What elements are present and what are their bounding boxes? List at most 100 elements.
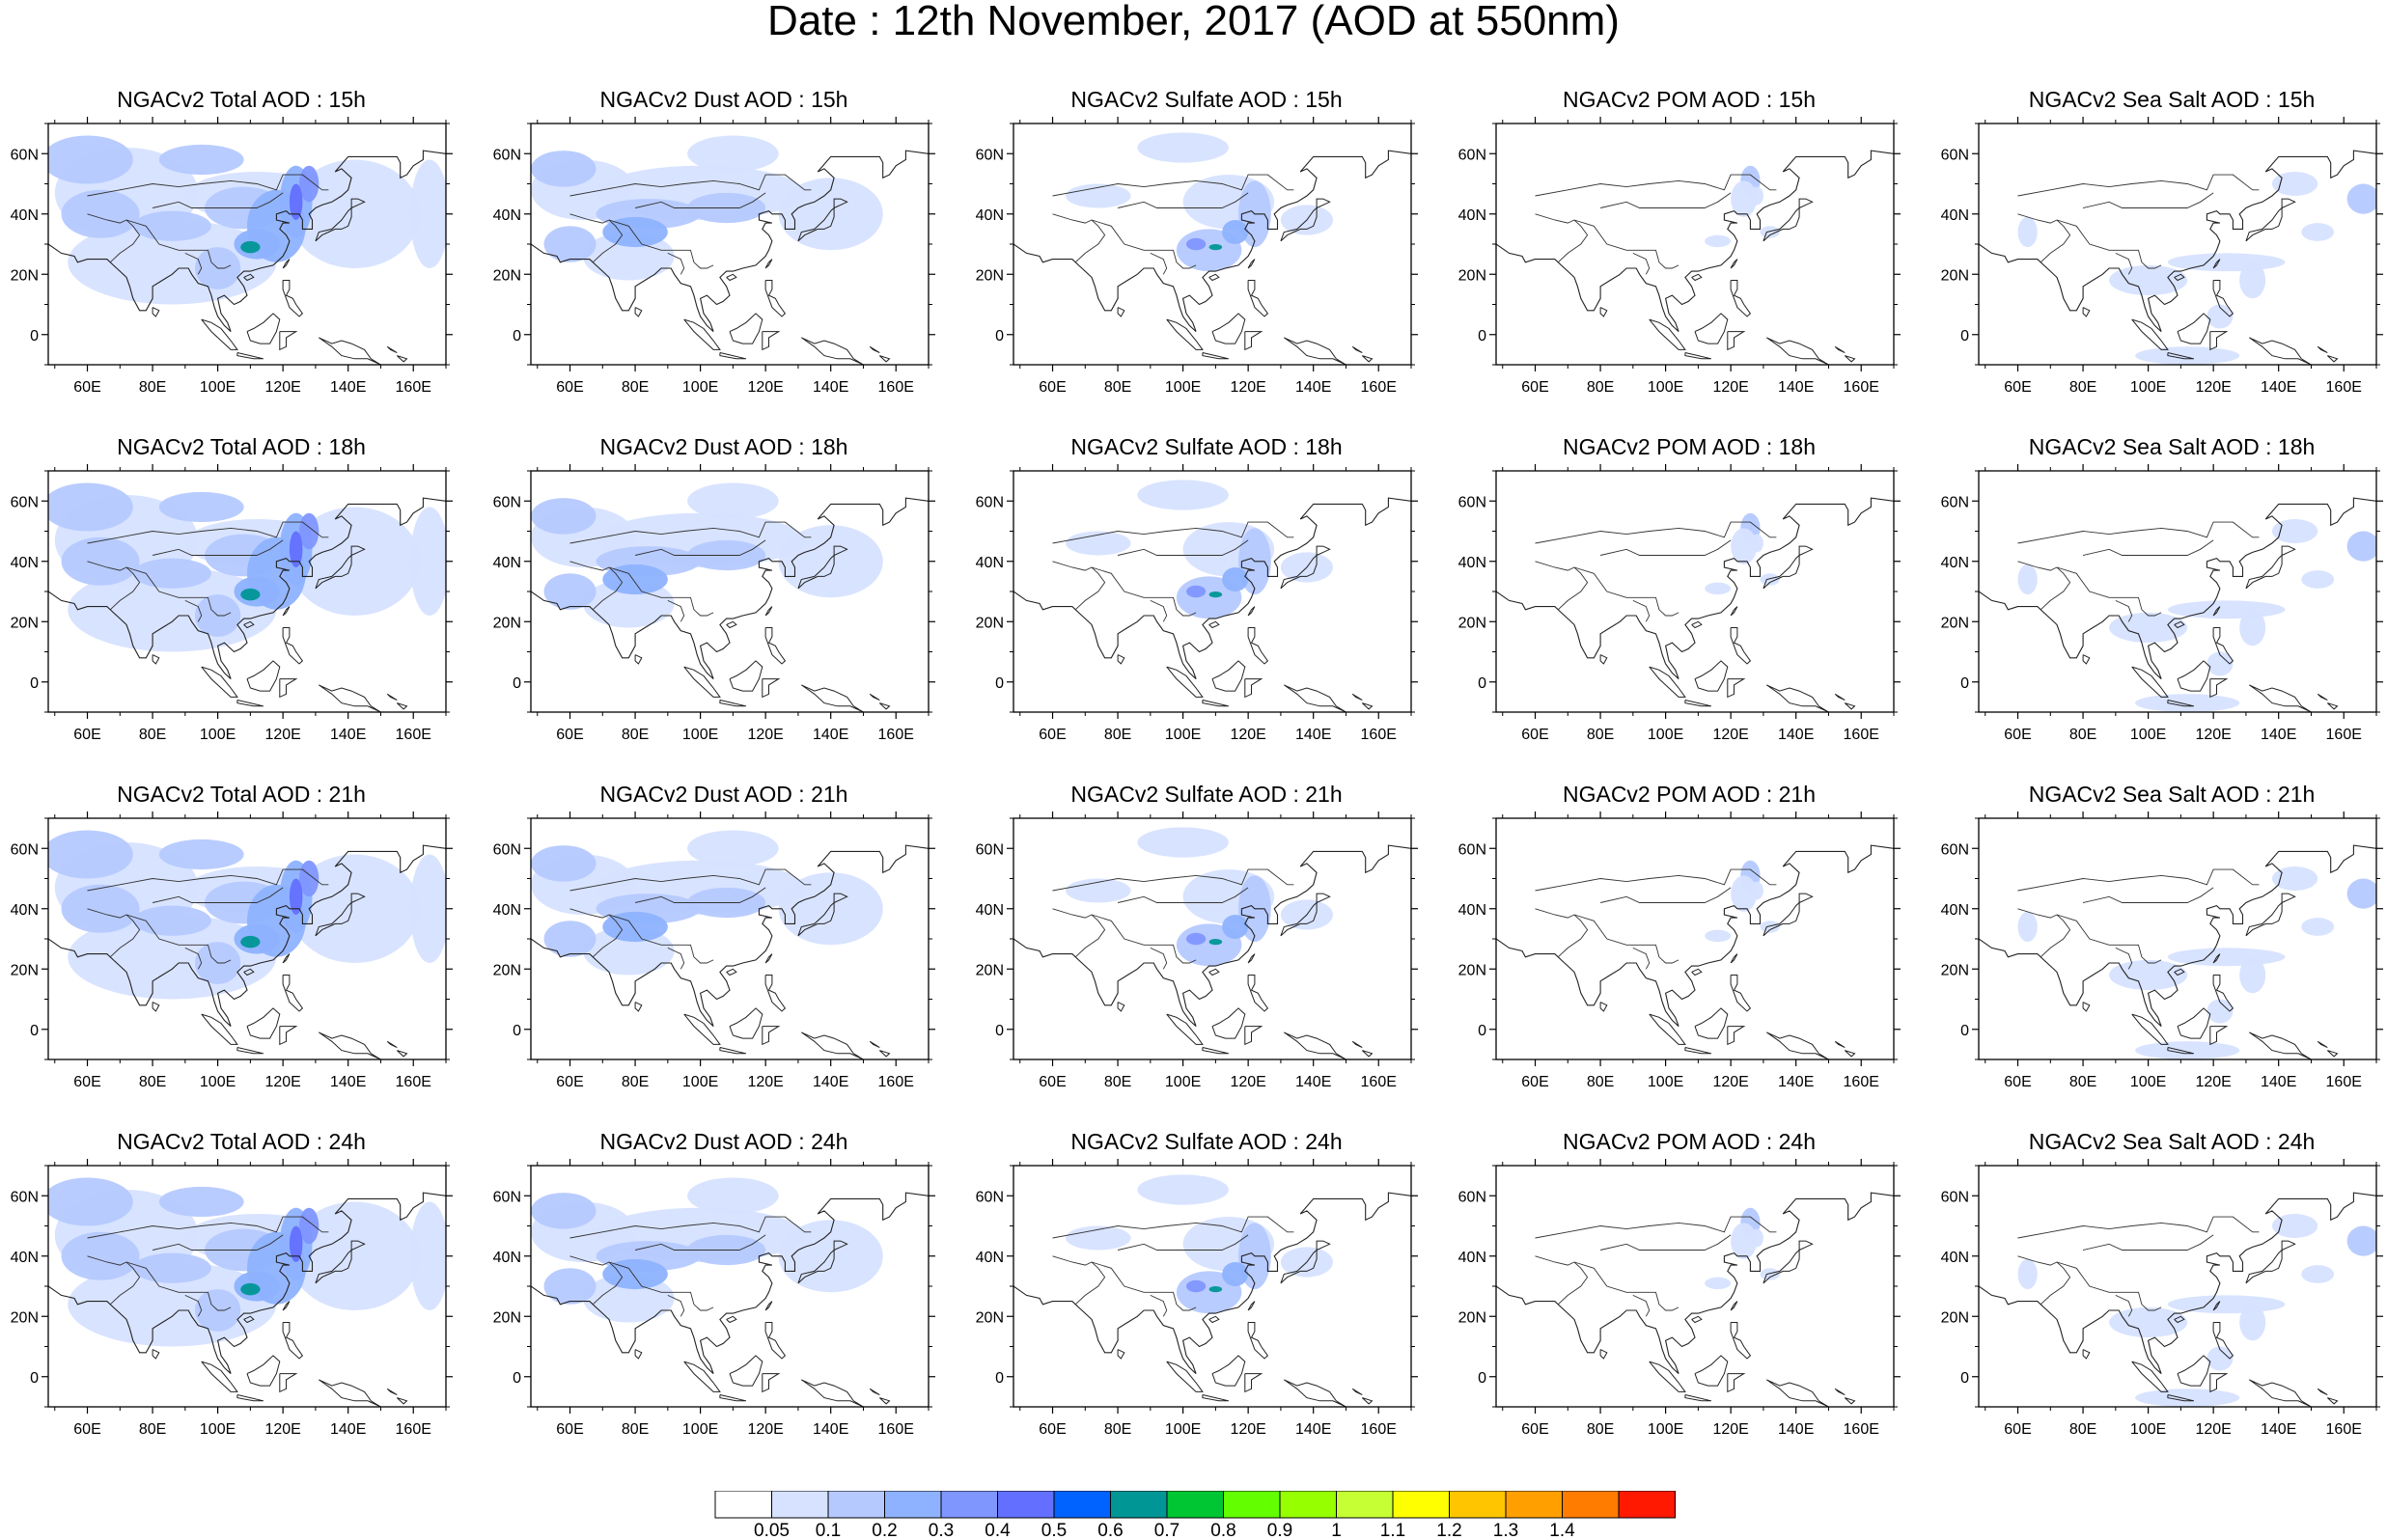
coastline (48, 497, 446, 680)
map-canvas: 60E 80E 100E 120E 140E 160E 60N 40N 20N 0 (976, 811, 1418, 1090)
border-line (634, 192, 766, 208)
border-line (184, 1294, 203, 1317)
lon-tick-label: 140E (813, 727, 848, 743)
island-outline (1211, 1355, 1246, 1387)
map-panel-sulfate-18h: NGACv2 Sulfate AOD : 18h 60E 80E 100E 120E 14… (965, 434, 1448, 767)
island-outline (386, 345, 398, 353)
border-line (87, 174, 329, 197)
island-outline (2249, 1031, 2312, 1059)
aod-contour (1137, 1174, 1229, 1205)
island-outline (246, 1355, 281, 1387)
island-outline (236, 1394, 264, 1402)
lon-tick-label: 120E (1712, 1421, 1748, 1438)
island-outline (1351, 693, 1363, 701)
aod-contour (289, 1225, 303, 1262)
island-outline (2177, 660, 2211, 692)
coastline (1496, 844, 1894, 1028)
island-outline (243, 620, 255, 629)
aod-field (531, 830, 929, 1059)
lat-tick-label: 0 (513, 328, 521, 344)
island-outline (243, 968, 255, 976)
lat-tick-label: 20N (1941, 962, 1969, 978)
aod-contour (1760, 921, 1780, 933)
island-outline (1361, 702, 1374, 710)
aod-contour (2271, 1214, 2318, 1238)
island-outline (1117, 1002, 1125, 1012)
border-line (152, 192, 284, 208)
island-outline (833, 545, 848, 556)
island-outline (1117, 654, 1125, 665)
island-outline (1684, 700, 1712, 707)
aod-contour (1750, 186, 1763, 206)
aod-contour (409, 854, 446, 963)
lon-tick-label: 140E (330, 1074, 366, 1090)
lon-tick-label: 60E (1521, 727, 1548, 743)
lon-tick-label: 120E (264, 379, 300, 396)
border-line (1599, 192, 1732, 208)
aod-field (1979, 150, 2376, 365)
lat-tick-label: 60N (11, 147, 39, 163)
border-line (1535, 174, 1777, 197)
island-outline (319, 337, 381, 365)
panel-title: NGACv2 Sulfate AOD : 18h (1070, 434, 1343, 459)
lat-tick-label: 0 (513, 1370, 521, 1387)
island-outline (2209, 1373, 2229, 1393)
island-outline (2212, 1301, 2221, 1311)
lat-tick-label: 40N (1458, 207, 1486, 224)
lon-tick-label: 160E (1361, 1074, 1397, 1090)
colorbar-swatch (1392, 1491, 1450, 1519)
aod-contour (2271, 519, 2318, 543)
aod-field (1013, 132, 1411, 365)
border-line (87, 1255, 141, 1306)
island-outline (869, 1388, 880, 1395)
lat-tick-label: 0 (1478, 1023, 1486, 1039)
aod-contour (299, 860, 319, 897)
lon-tick-label: 80E (2069, 727, 2096, 743)
aod-contour (1731, 180, 1758, 217)
island-outline (719, 1394, 747, 1402)
lon-tick-label: 100E (200, 727, 236, 743)
island-outline (2326, 702, 2339, 710)
colorbar-swatch (1110, 1491, 1168, 1519)
coastline (48, 1192, 446, 1375)
colorbar-level-label: 0.5 (1041, 1521, 1067, 1537)
lat-tick-label: 0 (1960, 1023, 1969, 1039)
island-outline (2167, 352, 2195, 360)
aod-contour (1066, 183, 1131, 208)
lon-tick-label: 100E (1648, 1074, 1683, 1090)
island-outline (2177, 1007, 2211, 1039)
island-outline (1361, 1050, 1374, 1058)
aod-contour (299, 165, 319, 203)
lon-tick-label: 140E (2261, 727, 2296, 743)
lon-tick-label: 160E (1844, 1421, 1879, 1438)
lat-tick-label: 60N (493, 494, 521, 510)
island-outline (1730, 627, 1752, 665)
figure-title: Date : 12th November, 2017 (AOD at 550nm… (767, 0, 1620, 44)
island-outline (2281, 545, 2296, 556)
lat-tick-label: 0 (30, 675, 39, 692)
coastline (48, 844, 446, 1028)
map-frame (1495, 1165, 1895, 1408)
island-outline (315, 554, 352, 590)
lon-tick-label: 140E (330, 727, 366, 743)
island-outline (1117, 307, 1125, 317)
map-canvas: 60E 80E 100E 120E 140E 160E 60N 40N 20N 0 (11, 117, 453, 396)
lon-tick-label: 80E (1587, 379, 1614, 396)
aod-contour (299, 1207, 319, 1245)
lon-tick-label: 80E (2069, 1074, 2096, 1090)
lon-tick-label: 140E (1778, 727, 1814, 743)
aod-contour (240, 588, 261, 601)
aod-contour (48, 1177, 133, 1226)
map-panel-dust-24h: NGACv2 Dust AOD : 24h 60E 80E 100E 120E 140E 1… (483, 1129, 965, 1462)
lon-tick-label: 160E (2326, 1421, 2362, 1438)
aod-contour (2301, 918, 2335, 936)
island-outline (1202, 352, 1230, 360)
aod-contour (1185, 1279, 1207, 1293)
island-outline (2174, 1315, 2185, 1324)
island-outline (319, 684, 381, 712)
island-outline (1694, 313, 1729, 344)
aod-contour (687, 830, 779, 866)
border-line (1573, 914, 1679, 964)
island-outline (797, 554, 835, 590)
border-line (634, 887, 766, 903)
